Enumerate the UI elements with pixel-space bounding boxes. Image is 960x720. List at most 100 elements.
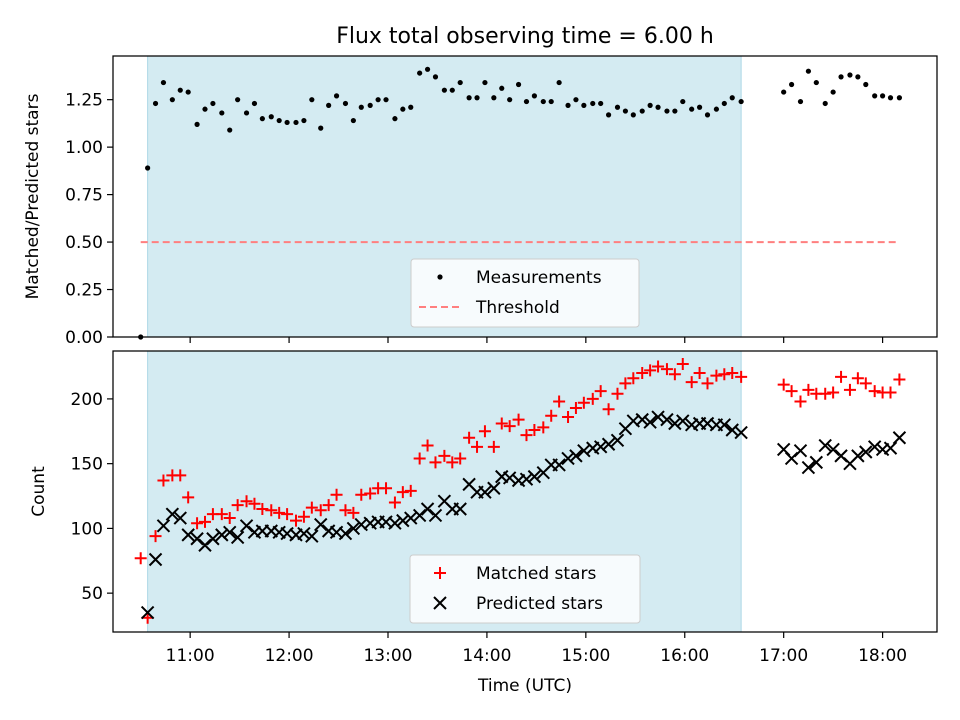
measurement-point (531, 93, 537, 99)
predicted-star-point (519, 472, 534, 486)
measurement-point (185, 89, 191, 95)
x-tick-label: 16:00 (660, 646, 709, 666)
measurement-point (375, 97, 381, 103)
y-tick-label: 100 (71, 519, 103, 539)
matched-star-point (835, 370, 848, 383)
matched-star-point (619, 377, 632, 390)
matched-star-point (446, 456, 459, 469)
predicted-star-point (577, 444, 591, 458)
y-tick-label: 150 (71, 455, 103, 475)
matched-star-point (586, 392, 599, 405)
measurement-point (797, 98, 804, 105)
predicted-star-point (396, 513, 410, 528)
matched-star-point (388, 496, 401, 509)
matched-star-point (347, 506, 360, 519)
predicted-star-point (826, 442, 840, 457)
matched-star-point (545, 409, 558, 422)
top-axes-frame (112, 55, 938, 338)
predicted-star-point (561, 451, 575, 466)
measurement-point (491, 95, 497, 101)
matched-star-point (676, 357, 689, 370)
measurement-point (647, 102, 653, 108)
matched-star-point (240, 495, 253, 508)
measurement-point (301, 117, 307, 124)
matched-star-point (149, 530, 162, 543)
measurement-point (259, 116, 265, 122)
measurement-point (474, 95, 480, 101)
measurement-point (605, 112, 612, 118)
predicted-star-point (239, 519, 254, 533)
predicted-star-point (297, 526, 311, 541)
matched-star-point (718, 368, 731, 381)
measurement-point (896, 95, 903, 101)
matched-star-point (503, 420, 516, 433)
matched-star-point (636, 367, 649, 380)
matched-star-point (330, 488, 343, 501)
predicted-star-point (601, 437, 616, 451)
predicted-star-point (883, 441, 898, 455)
matched-star-point (413, 452, 426, 465)
predicted-star-point (314, 517, 328, 532)
predicted-star-point (346, 521, 361, 536)
matched-star-point (512, 413, 525, 426)
predicted-star-point (725, 423, 739, 437)
y-tick-label: 0.25 (65, 281, 103, 301)
matched-star-point (364, 487, 377, 500)
matched-star-point (396, 486, 409, 499)
matched-star-point (594, 385, 607, 398)
measurement-point (243, 110, 250, 116)
measurement-point (358, 104, 364, 110)
predicted-star-point (569, 449, 583, 463)
y-tick-label: 0.75 (65, 186, 103, 206)
measurement-point (417, 70, 423, 76)
measurement-point (689, 106, 695, 112)
y-tick-label: 0.00 (65, 328, 103, 348)
bottom-legend: Matched stars Predicted stars (409, 554, 641, 624)
predicted-star-point (230, 530, 245, 545)
measurement-point (548, 98, 554, 105)
measurement-point (515, 81, 522, 88)
measurement-point (202, 106, 208, 112)
legend-predicted-label: Predicted stars (476, 594, 603, 614)
measurement-point (556, 79, 562, 86)
measurement-point (573, 97, 579, 103)
measurement-point (863, 81, 869, 88)
predicted-star-point (140, 605, 155, 620)
measurement-point (713, 106, 720, 112)
measurement-point (507, 97, 513, 103)
measurement-point (383, 97, 389, 103)
y-tick-label: 1.00 (65, 138, 103, 158)
matched-star-point (726, 367, 739, 380)
measurement-point (614, 104, 621, 110)
predicted-star-point (206, 532, 220, 546)
x-tick-label: 11:00 (166, 646, 215, 666)
measurement-point (805, 68, 812, 74)
measurement-point (342, 100, 349, 107)
measurement-point (781, 89, 787, 95)
matched-star-point (520, 429, 533, 442)
matched-star-point (611, 387, 624, 400)
predicted-star-point (453, 502, 467, 516)
x-tick-label: 13:00 (363, 646, 412, 666)
matched-star-point (644, 364, 657, 377)
matched-star-point (553, 395, 566, 408)
measurement-point (441, 87, 447, 93)
matched-star-point (562, 411, 575, 424)
measurement-point (466, 95, 472, 101)
x-axis-label: Time (UTC) (477, 676, 572, 696)
matched-star-point (157, 474, 170, 487)
legend-threshold-label: Threshold (475, 298, 560, 318)
predicted-star-point (173, 511, 187, 525)
measurement-point (408, 104, 414, 110)
predicted-star-point (181, 528, 195, 542)
predicted-star-point (428, 508, 443, 523)
matched-star-point (380, 482, 393, 495)
bottom-y-axis-label: Count (29, 466, 49, 517)
matched-star-point (843, 383, 856, 396)
matched-star-point (305, 501, 318, 514)
measurement-point (309, 97, 315, 103)
matched-star-point (134, 552, 147, 565)
measurement-point (210, 100, 216, 107)
measurement-point (729, 95, 735, 101)
